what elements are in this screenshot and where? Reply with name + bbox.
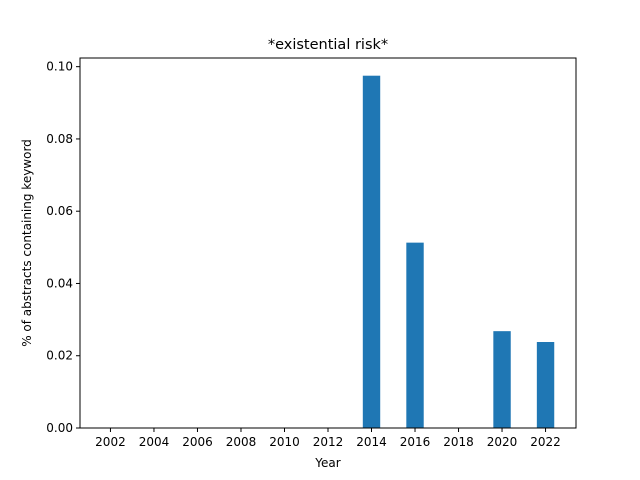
x-tick-label: 2002 [95,435,126,449]
x-tick-label: 2016 [400,435,431,449]
x-tick-label: 2020 [487,435,518,449]
x-tick-label: 2018 [443,435,474,449]
y-tick-label: 0.08 [46,132,73,146]
x-tick-label: 2010 [269,435,300,449]
x-tick-label: 2008 [226,435,257,449]
x-tick-label: 2012 [313,435,344,449]
x-tick-label: 2004 [139,435,170,449]
y-tick-label: 0.02 [46,349,73,363]
x-tick-label: 2006 [182,435,213,449]
chart-title: *existential risk* [268,37,388,53]
x-tick-label: 2014 [356,435,387,449]
y-tick-label: 0.04 [46,276,73,290]
bar-2016 [406,242,424,428]
y-tick-label: 0.00 [46,421,73,435]
bar-2020 [493,331,511,428]
x-tick-label: 2022 [530,435,561,449]
x-axis-label: Year [314,456,340,470]
x-axis: 2002 2004 2006 2008 2010 2012 2014 2016 2018 2020… [95,428,561,449]
y-axis: 0.00 0.02 0.04 0.06 0.08 0.10 [46,60,80,435]
y-axis-label: % of abstracts containing keyword [20,139,34,347]
bars-group [362,75,555,428]
bar-2022 [536,342,555,428]
y-tick-label: 0.06 [46,204,73,218]
y-tick-label: 0.10 [46,60,73,74]
bar-2014 [362,75,381,428]
